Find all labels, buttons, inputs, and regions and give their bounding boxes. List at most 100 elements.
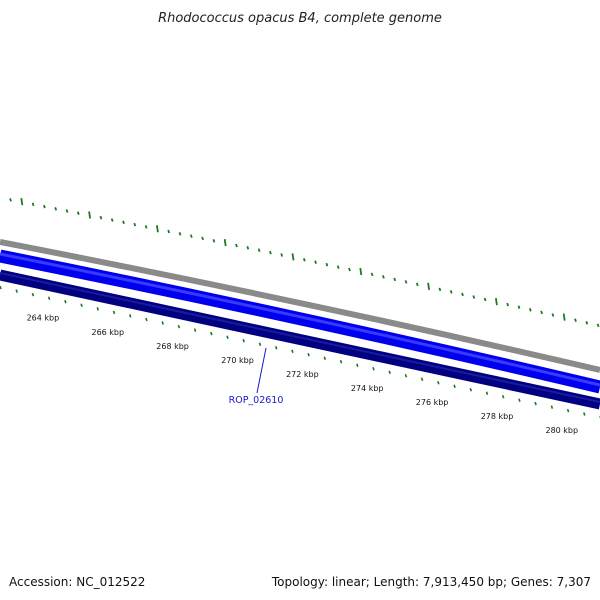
scale-label: 268 kbp <box>156 342 189 351</box>
gene-mark <box>449 290 453 294</box>
scale-tick <box>453 384 456 388</box>
reverse-strand-highlight <box>0 272 600 403</box>
gene-mark <box>144 225 148 229</box>
scale-tick <box>193 328 197 332</box>
gene-mark <box>336 265 340 269</box>
gene-mark <box>269 250 272 255</box>
gene-mark <box>472 295 476 299</box>
gene-mark <box>404 280 408 284</box>
gene-mark <box>585 321 589 325</box>
scale-tick <box>420 377 424 382</box>
reverse-strand-track <box>0 269 600 410</box>
scale-tick <box>550 405 554 409</box>
gene-mark <box>280 253 284 257</box>
gene-mark <box>517 305 521 309</box>
gene-mark <box>178 232 182 236</box>
gene-mark <box>54 207 58 211</box>
gene-mark <box>31 202 35 207</box>
scale-tick <box>161 321 164 325</box>
gene-mark <box>156 225 159 233</box>
gene-mark <box>291 253 295 261</box>
scale-tick <box>437 381 440 385</box>
scale-tick <box>31 292 35 297</box>
gene-mark <box>99 215 103 220</box>
scale-tick <box>291 349 294 353</box>
scale-tick <box>258 342 262 346</box>
scale-tick <box>242 338 245 343</box>
accession-text: Accession: NC_012522 <box>9 575 145 589</box>
scale-tick <box>388 370 391 375</box>
scale-label: 280 kbp <box>545 426 578 435</box>
scale-tick <box>583 412 586 416</box>
scale-tick <box>518 398 521 402</box>
gene-mark <box>415 282 419 287</box>
scale-labels: 264 kbp 266 kbp 268 kbp 270 kbp 272 kbp 274 k… <box>27 314 579 435</box>
gene-mark <box>235 243 238 248</box>
gene-mark <box>110 218 114 222</box>
scale-label: 274 kbp <box>351 384 384 393</box>
scale-tick <box>534 401 537 406</box>
gene-mark <box>302 258 306 262</box>
gene-mark <box>427 282 430 291</box>
gene-marks-track <box>9 197 600 328</box>
gene-mark <box>461 292 464 297</box>
scale-tick <box>274 345 278 350</box>
gene-mark <box>483 297 487 302</box>
scale-tick <box>145 317 148 322</box>
map-title: Rhodococcus opacus B4, complete genome <box>158 11 442 26</box>
scale-tick <box>356 363 359 368</box>
gene-mark <box>167 229 171 234</box>
forward-strand-track <box>0 249 600 394</box>
scale-tick <box>80 303 83 308</box>
scale-tick <box>226 335 229 339</box>
gene-callout[interactable]: ROP_02610 <box>229 347 284 406</box>
gene-mark <box>495 297 498 306</box>
gene-mark <box>212 239 216 243</box>
gene-mark <box>370 272 374 277</box>
scale-label: 276 kbp <box>416 398 449 407</box>
scale-label: 270 kbp <box>221 356 254 365</box>
gene-mark <box>133 222 137 227</box>
scale-label: 266 kbp <box>91 328 124 337</box>
gene-mark <box>562 313 566 321</box>
gene-mark <box>76 211 80 215</box>
gene-mark <box>551 313 555 317</box>
scale-tick <box>47 296 51 300</box>
scale-tick <box>485 391 489 395</box>
gene-leader-line <box>256 347 267 394</box>
scale-tick <box>112 310 116 315</box>
gene-mark <box>438 287 442 292</box>
gene-mark <box>43 204 46 209</box>
scale-tick <box>404 374 408 378</box>
backbone-outer-track <box>0 239 600 373</box>
gene-mark <box>540 310 543 315</box>
scale-ticks-track <box>0 285 600 419</box>
genome-summary-text: Topology: linear; Length: 7,913,450 bp; … <box>271 575 591 589</box>
gene-mark <box>506 302 510 307</box>
gene-mark <box>88 211 91 219</box>
gene-mark <box>348 267 351 272</box>
gene-mark <box>9 198 12 202</box>
scale-label: 278 kbp <box>481 412 514 421</box>
gene-mark <box>20 197 24 206</box>
gene-mark <box>574 318 577 322</box>
scale-tick <box>210 331 213 336</box>
scale-tick <box>323 356 327 361</box>
scale-tick <box>0 285 2 290</box>
scale-tick <box>128 314 132 318</box>
scale-tick <box>177 324 181 329</box>
gene-mark <box>314 260 317 264</box>
scale-tick <box>372 367 375 371</box>
gene-mark <box>359 267 363 276</box>
gene-mark <box>246 246 250 250</box>
scale-tick <box>339 360 343 364</box>
gene-mark <box>122 220 125 225</box>
scale-tick <box>501 394 505 399</box>
gene-mark <box>596 323 600 328</box>
gene-mark <box>325 262 329 267</box>
gene-mark <box>65 209 69 213</box>
gene-label-rop-02610[interactable]: ROP_02610 <box>229 395 284 406</box>
gene-mark <box>528 308 532 312</box>
gene-mark <box>257 248 261 252</box>
